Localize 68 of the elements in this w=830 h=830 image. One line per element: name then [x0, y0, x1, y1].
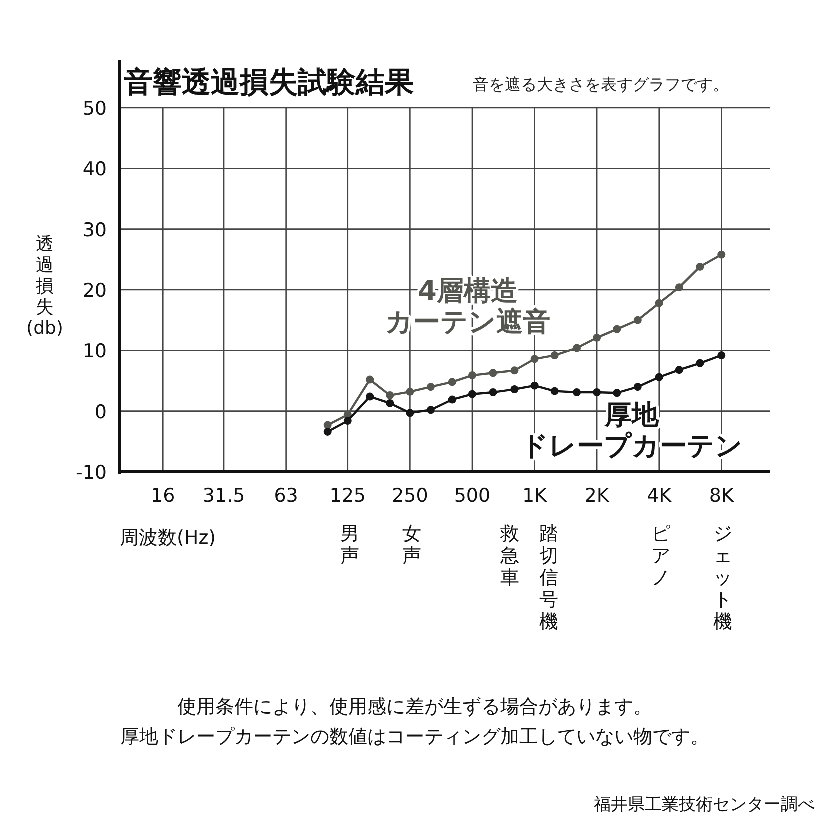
point [593, 388, 602, 397]
point [550, 352, 559, 360]
point [489, 388, 498, 397]
point [718, 352, 726, 360]
x-axis-title: 周波数(Hz) [120, 527, 216, 549]
point [510, 385, 519, 394]
point [593, 334, 602, 342]
x-tick-label: 63 [274, 485, 298, 507]
text: ピアノ [652, 523, 670, 589]
text: ジェット機 [714, 523, 732, 633]
point [406, 388, 414, 396]
point [366, 392, 374, 401]
point [448, 396, 456, 404]
x-tick-label: 31.5 [202, 485, 246, 507]
text: 厚地ドレープカーテンの数値はコーティング加工していない物です。 [120, 726, 710, 748]
y-tick-label: 50 [82, 98, 107, 120]
point [655, 299, 664, 308]
point [696, 262, 704, 271]
point [324, 428, 332, 436]
x-tick-label: 4K [647, 485, 672, 507]
y-tick-label: -10 [76, 462, 107, 484]
x-tick-label: 8K [709, 485, 734, 507]
x-tick-label: 500 [454, 485, 491, 507]
point [386, 399, 394, 408]
point [468, 372, 476, 380]
y-axis-title: 透過損失(db) [26, 234, 64, 339]
point [675, 284, 684, 292]
point [468, 390, 476, 398]
text: 踏切信号機 [540, 523, 558, 633]
point [386, 392, 394, 400]
x-tick-label: 1K [522, 485, 548, 507]
point [530, 355, 539, 364]
point [573, 388, 582, 397]
text: 使用条件により、使用感に差が生ずる場合があります。 [178, 696, 652, 718]
y-tick-label: 30 [82, 219, 107, 242]
x-tick-label: 16 [151, 485, 176, 507]
point [366, 376, 374, 384]
point [634, 316, 642, 324]
y-tick-label: 10 [82, 340, 107, 363]
point [613, 389, 622, 398]
point [426, 406, 435, 414]
y-tick-label: 40 [82, 158, 107, 181]
y-tick-label: 20 [82, 280, 107, 302]
point [634, 383, 642, 392]
chart-title: 音響透過損失試験結果 [123, 65, 414, 99]
point [406, 409, 414, 418]
point [448, 378, 456, 386]
point [718, 250, 726, 259]
text: 女声 [402, 523, 422, 567]
point [675, 366, 684, 374]
point [344, 417, 352, 426]
point [530, 382, 539, 390]
text: 福井県工業技術センター調べ [594, 795, 815, 815]
x-tick-label: 2K [584, 485, 610, 507]
point [426, 383, 435, 392]
point [489, 369, 498, 378]
chart-subtitle: 音を遮る大きさを表すグラフです。 [473, 75, 729, 94]
point [655, 373, 664, 382]
point [510, 366, 519, 375]
text: 救急車 [500, 523, 520, 589]
y-tick-label: 0 [94, 401, 107, 424]
point [696, 359, 704, 368]
point [613, 325, 622, 334]
text: 男声 [340, 523, 360, 567]
x-tick-label: 250 [392, 485, 428, 507]
point [550, 387, 559, 396]
point [573, 344, 582, 352]
x-tick-label: 125 [330, 485, 366, 507]
